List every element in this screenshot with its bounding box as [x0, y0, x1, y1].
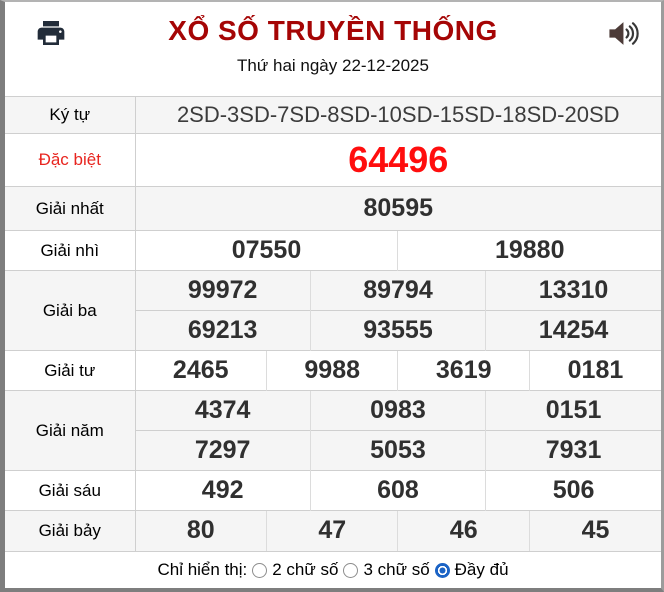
- prize-value: 608: [309, 470, 486, 511]
- display-filter: Chỉ hiển thị: 2 chữ số 3 chữ số Đầy đủ: [5, 550, 661, 589]
- prize-value: 45: [528, 510, 661, 551]
- draw-date: Thứ hai ngày 22-12-2025: [237, 56, 429, 75]
- prize-value: 0983: [309, 390, 486, 431]
- prize-value: 7931: [485, 430, 661, 471]
- prize-value: 47: [265, 510, 398, 551]
- prize-row: Đặc biệt 64496: [5, 133, 661, 187]
- prize-label: Ký tự: [5, 96, 136, 134]
- prize-value: 64496: [134, 133, 661, 187]
- prize-value: 13310: [485, 270, 661, 311]
- prize-value: 80: [134, 510, 267, 551]
- page-title: XỔ SỐ TRUYỀN THỐNG: [168, 15, 498, 46]
- prize-value: 0151: [485, 390, 661, 431]
- prize-value: 46: [397, 510, 530, 551]
- results-table: Ký tự 2SD-3SD-7SD-8SD-10SD-15SD-18SD-20SD…: [5, 96, 661, 551]
- prize-label: Đặc biệt: [5, 133, 136, 187]
- prize-row: Giải tư 2465 9988 3619 0181: [5, 350, 661, 391]
- prize-value: 5053: [309, 430, 486, 471]
- prize-value: 19880: [397, 230, 661, 271]
- radio-option-full[interactable]: Đầy đủ: [434, 560, 509, 580]
- prize-value: 07550: [134, 230, 398, 271]
- prize-value: 492: [134, 470, 311, 511]
- speaker-icon: [607, 22, 643, 50]
- prize-value: 14254: [485, 310, 661, 351]
- prize-row: Giải nhì 07550 19880: [5, 230, 661, 271]
- radio-2-digits-icon[interactable]: [252, 562, 268, 578]
- prize-value: 0181: [528, 350, 661, 391]
- prize-value: 9988: [265, 350, 398, 391]
- prize-row: Giải bảy 80 47 46 45: [5, 510, 661, 551]
- prize-label: Giải bảy: [5, 510, 136, 551]
- radio-2-digits-label: 2 chữ số: [272, 560, 339, 579]
- prize-label: Giải sáu: [5, 470, 136, 511]
- display-filter-label: Chỉ hiển thị:: [157, 560, 248, 579]
- radio-3-digits-icon[interactable]: [343, 562, 359, 578]
- prize-label: Giải năm: [5, 390, 136, 471]
- prize-row: Giải sáu 492 608 506: [5, 470, 661, 511]
- prize-row: Ký tự 2SD-3SD-7SD-8SD-10SD-15SD-18SD-20SD: [5, 96, 661, 134]
- prize-row: 7297 5053 7931: [5, 430, 661, 471]
- prize-row: Giải năm 4374 0983 0151: [5, 390, 661, 471]
- prize-value: 7297: [134, 430, 311, 471]
- radio-option-2-digits[interactable]: 2 chữ số: [252, 560, 338, 580]
- radio-full-label: Đầy đủ: [454, 560, 509, 579]
- prize-label: Giải ba: [5, 270, 136, 351]
- prize-row: 69213 93555 14254: [5, 310, 661, 351]
- prize-value: 2SD-3SD-7SD-8SD-10SD-15SD-18SD-20SD: [134, 96, 661, 134]
- prize-row: Giải nhất 80595: [5, 186, 661, 231]
- prize-value: 4374: [134, 390, 311, 431]
- prize-value: 2465: [134, 350, 267, 391]
- prize-value: 69213: [134, 310, 311, 351]
- printer-icon: [35, 21, 67, 52]
- header: XỔ SỐ TRUYỀN THỐNG Thứ hai ngày 22-12-20…: [5, 2, 661, 96]
- prize-value: 99972: [134, 270, 311, 311]
- prize-value: 89794: [309, 270, 486, 311]
- radio-option-3-digits[interactable]: 3 chữ số: [343, 560, 430, 580]
- prize-value: 3619: [397, 350, 530, 391]
- prize-value: 506: [485, 470, 661, 511]
- radio-3-digits-label: 3 chữ số: [363, 560, 430, 579]
- radio-full-icon[interactable]: [434, 562, 450, 578]
- prize-label: Giải tư: [5, 350, 136, 391]
- prize-row: Giải ba 99972 89794 13310: [5, 270, 661, 351]
- prize-value: 93555: [309, 310, 486, 351]
- sound-button[interactable]: [607, 20, 643, 50]
- prize-label: Giải nhì: [5, 230, 136, 271]
- print-button[interactable]: [35, 17, 67, 52]
- prize-label: Giải nhất: [5, 186, 136, 231]
- prize-value: 80595: [134, 186, 661, 231]
